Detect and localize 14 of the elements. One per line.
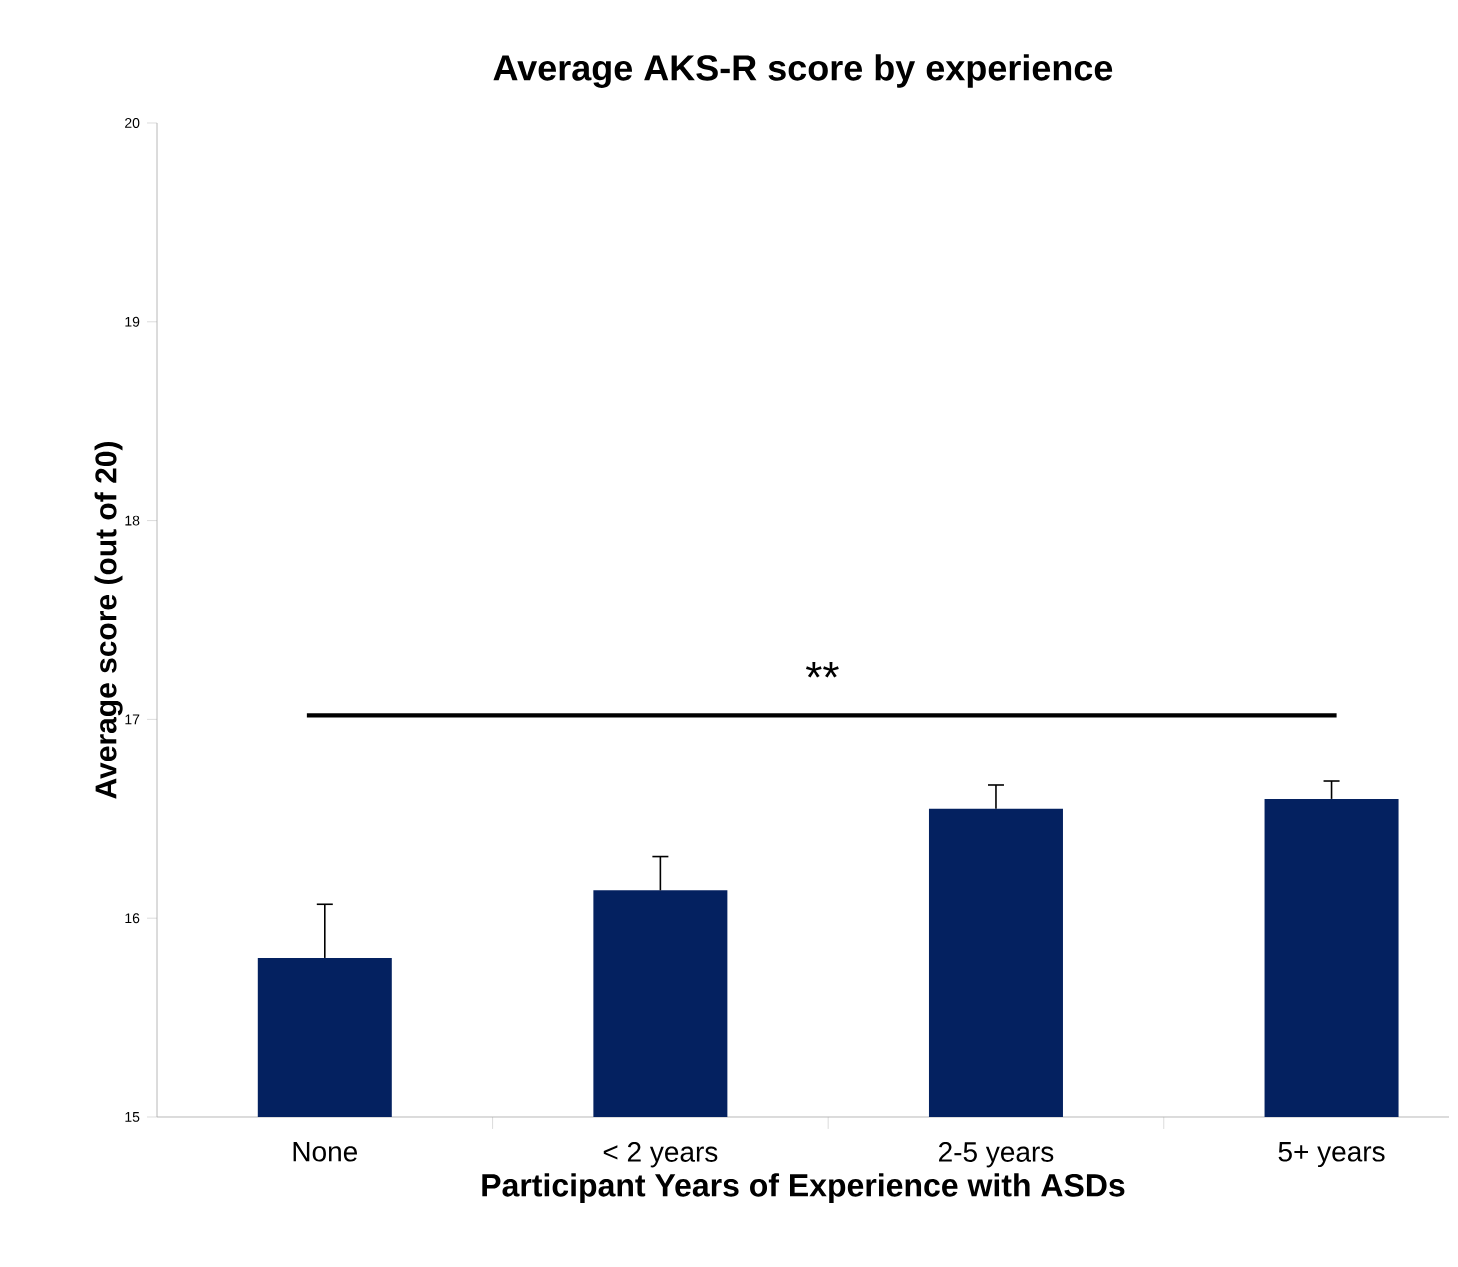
x-tick-label: < 2 years [603,1142,718,1168]
y-tick-label: 17 [125,714,140,725]
x-tick-label: 2-5 years [939,1142,1054,1168]
y-tick-label: 20 [125,118,140,128]
y-tick-label: 19 [125,316,140,327]
x-tick-label: 5+ years [1278,1142,1385,1168]
chart-title: Average AKS-R score by experience [493,54,1113,88]
y-tick-label: 18 [125,515,140,526]
x-tick-label: None [293,1142,358,1162]
x-axis-title: Participant Years of Experience with ASDs [482,1173,1125,1203]
ref-line-label: ** [805,662,839,678]
y-tick-label: 15 [125,1112,140,1122]
y-axis-title: Average score (out of 20) [94,442,123,799]
y-tick-label: 16 [125,913,140,924]
